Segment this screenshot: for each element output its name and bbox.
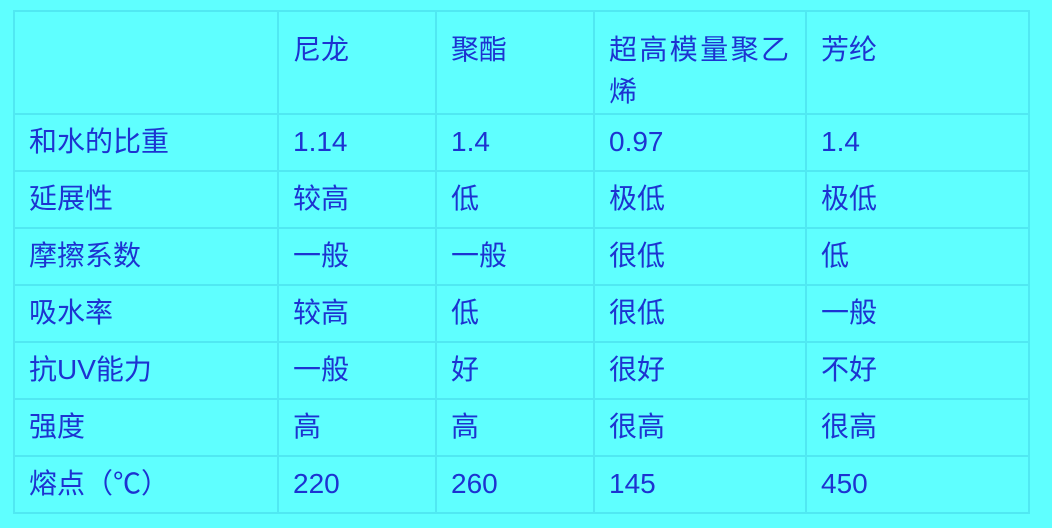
row-label: 吸水率	[13, 284, 279, 343]
data-cell: 260	[435, 455, 595, 514]
data-cell: 高	[277, 398, 437, 457]
table-row-friction-coefficient: 摩擦系数 一般 一般 很低 低	[13, 227, 1030, 286]
header-cell-polyester: 聚酯	[435, 10, 595, 115]
table-row-specific-gravity: 和水的比重 1.14 1.4 0.97 1.4	[13, 113, 1030, 172]
data-cell: 很好	[593, 341, 807, 400]
header-cell-blank	[13, 10, 279, 115]
row-label: 抗UV能力	[13, 341, 279, 400]
data-cell: 低	[435, 284, 595, 343]
data-cell: 较高	[277, 284, 437, 343]
data-cell: 0.97	[593, 113, 807, 172]
data-cell: 220	[277, 455, 437, 514]
data-cell: 一般	[277, 227, 437, 286]
table-row-melting-point: 熔点（℃） 220 260 145 450	[13, 455, 1030, 514]
table-row-water-absorption: 吸水率 较高 低 很低 一般	[13, 284, 1030, 343]
data-cell: 一般	[277, 341, 437, 400]
data-cell: 145	[593, 455, 807, 514]
row-label: 强度	[13, 398, 279, 457]
data-cell: 1.14	[277, 113, 437, 172]
header-cell-nylon: 尼龙	[277, 10, 437, 115]
data-cell: 很低	[593, 284, 807, 343]
data-cell: 450	[805, 455, 1030, 514]
row-label: 和水的比重	[13, 113, 279, 172]
data-cell: 低	[435, 170, 595, 229]
table-row-strength: 强度 高 高 很高 很高	[13, 398, 1030, 457]
header-cell-uhmwpe: 超高模量聚乙烯	[593, 10, 807, 115]
data-cell: 1.4	[435, 113, 595, 172]
data-cell: 好	[435, 341, 595, 400]
header-cell-aramid: 芳纶	[805, 10, 1030, 115]
data-cell: 很高	[805, 398, 1030, 457]
data-cell: 不好	[805, 341, 1030, 400]
header-row: 尼龙 聚酯 超高模量聚乙烯 芳纶	[13, 10, 1030, 115]
row-label: 熔点（℃）	[13, 455, 279, 514]
data-cell: 极低	[593, 170, 807, 229]
data-cell: 极低	[805, 170, 1030, 229]
data-cell: 较高	[277, 170, 437, 229]
material-comparison-table: 尼龙 聚酯 超高模量聚乙烯 芳纶 和水的比重 1.14 1.4 0.97 1.4…	[13, 10, 1030, 514]
data-cell: 很低	[593, 227, 807, 286]
data-cell: 一般	[805, 284, 1030, 343]
table-row-ductility: 延展性 较高 低 极低 极低	[13, 170, 1030, 229]
table-row-uv-resistance: 抗UV能力 一般 好 很好 不好	[13, 341, 1030, 400]
row-label: 摩擦系数	[13, 227, 279, 286]
data-cell: 1.4	[805, 113, 1030, 172]
data-cell: 高	[435, 398, 595, 457]
row-label: 延展性	[13, 170, 279, 229]
data-cell: 低	[805, 227, 1030, 286]
data-cell: 一般	[435, 227, 595, 286]
data-cell: 很高	[593, 398, 807, 457]
